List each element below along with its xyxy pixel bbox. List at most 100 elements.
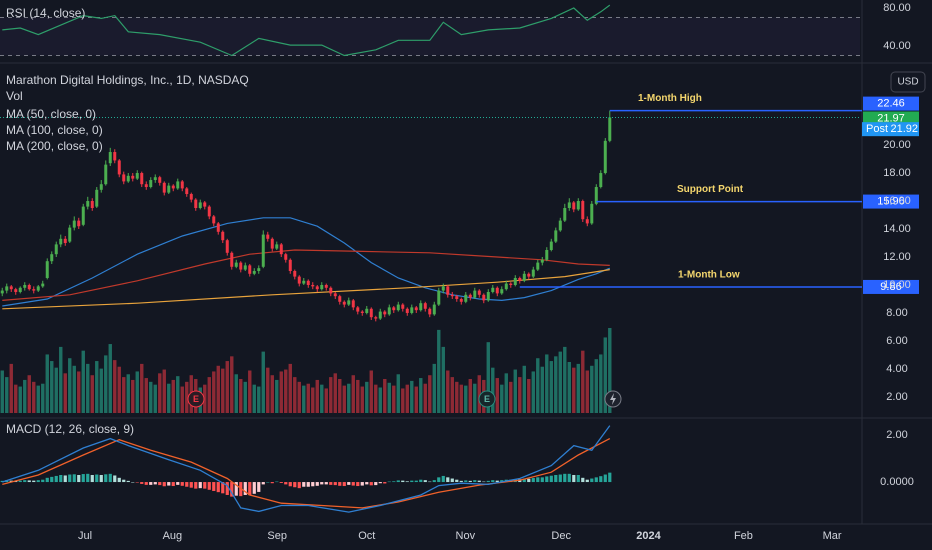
y-tick-label: 80.00	[883, 2, 911, 14]
volume-bar	[405, 384, 409, 413]
volume-bar	[86, 363, 90, 413]
candle-body	[482, 294, 486, 301]
candle-body	[122, 174, 126, 182]
candle-body	[5, 286, 9, 291]
histogram-bar	[342, 482, 346, 487]
price-tag	[863, 194, 919, 209]
currency-button[interactable]	[890, 71, 926, 93]
y-tick-label: 20.00	[883, 139, 911, 151]
volume-bar	[185, 381, 189, 413]
event-icon[interactable]	[604, 390, 622, 408]
histogram-bar	[203, 482, 207, 489]
y-tick-label: 16.00	[883, 195, 911, 207]
histogram-bar	[360, 482, 364, 486]
volume-bar	[140, 363, 144, 413]
last-price-tag	[863, 111, 919, 126]
histogram-bar	[198, 482, 202, 489]
x-tick-label: Mar	[823, 530, 842, 542]
histogram-bar	[590, 478, 594, 483]
histogram-bar	[324, 482, 328, 485]
histogram-bar	[293, 482, 297, 488]
volume-bar	[261, 351, 265, 413]
histogram-bar	[599, 476, 603, 483]
candle-body	[149, 180, 153, 188]
price-tag-label: 22.46	[877, 98, 905, 110]
volume-bar	[153, 384, 157, 413]
volume-bar	[590, 365, 594, 413]
y-tick-label: 18.00	[883, 167, 911, 179]
candle-body	[176, 181, 180, 189]
candle-body	[333, 293, 337, 297]
price-tag-label: 15.96	[877, 195, 905, 207]
volume-bar	[423, 383, 427, 413]
volume-bar	[522, 365, 526, 413]
volume-bar	[500, 384, 504, 413]
signal-line	[2, 438, 611, 509]
post-label: Post	[866, 123, 888, 135]
volume-bar	[477, 375, 481, 413]
candle-body	[261, 234, 265, 267]
post-price-tag	[862, 122, 919, 137]
currency: USD	[897, 77, 918, 88]
histogram-bar	[527, 478, 531, 483]
histogram-bar	[45, 477, 49, 483]
histogram-bar	[135, 482, 139, 483]
histogram-bar	[311, 482, 315, 487]
volume-bar	[329, 377, 333, 413]
volume-bar	[504, 373, 508, 413]
volume-bar	[419, 378, 423, 413]
earnings-icon[interactable]: E	[187, 390, 205, 408]
earnings-icon[interactable]: E	[478, 390, 496, 408]
candle-body	[171, 185, 175, 189]
histogram-bar	[365, 482, 369, 485]
histogram-bar	[212, 482, 216, 491]
candle-body	[167, 185, 171, 193]
volume-bar	[599, 354, 603, 413]
volume-bar	[5, 377, 9, 413]
volume-bar	[266, 367, 270, 413]
candle-body	[329, 287, 333, 294]
histogram-bar	[59, 474, 63, 483]
volume-bar	[68, 358, 72, 413]
volume-bar	[81, 350, 85, 413]
histogram-bar	[95, 474, 99, 483]
moving-average	[2, 249, 610, 301]
candle-body	[257, 268, 261, 271]
volume-bar	[18, 386, 22, 413]
volume-bar	[90, 375, 94, 413]
candle-body	[68, 227, 72, 242]
volume-bar	[396, 374, 400, 413]
candle-body	[410, 307, 414, 313]
candle-body	[522, 273, 526, 281]
volume-bar	[572, 367, 576, 413]
histogram-bar	[459, 480, 463, 483]
volume-bar	[36, 385, 40, 413]
candle-body	[63, 238, 67, 243]
histogram-bar	[50, 476, 54, 483]
candle-body	[212, 216, 216, 224]
candle-body	[563, 208, 567, 221]
histogram-bar	[149, 482, 153, 485]
volume-bar	[288, 363, 292, 413]
candle-body	[194, 199, 198, 209]
volume-bar	[576, 363, 580, 413]
volume-bar	[338, 379, 342, 413]
volume-bar	[108, 344, 112, 413]
rsi-band	[0, 17, 860, 56]
volume-bar	[0, 370, 4, 413]
candle-body	[117, 160, 121, 175]
x-tick-label: Aug	[163, 530, 183, 542]
histogram-bar	[306, 482, 310, 487]
volume-bar	[77, 371, 81, 413]
histogram-bar	[162, 482, 166, 487]
volume-bar	[369, 370, 373, 413]
candle-body	[59, 238, 63, 245]
volume-bar	[320, 384, 324, 413]
x-tick-label: Nov	[456, 530, 476, 542]
symbol-title: Marathon Digital Holdings, Inc., 1D, NAS…	[6, 73, 249, 87]
candle-body	[455, 296, 459, 299]
histogram-bar	[140, 482, 144, 484]
candle-body	[378, 311, 382, 319]
